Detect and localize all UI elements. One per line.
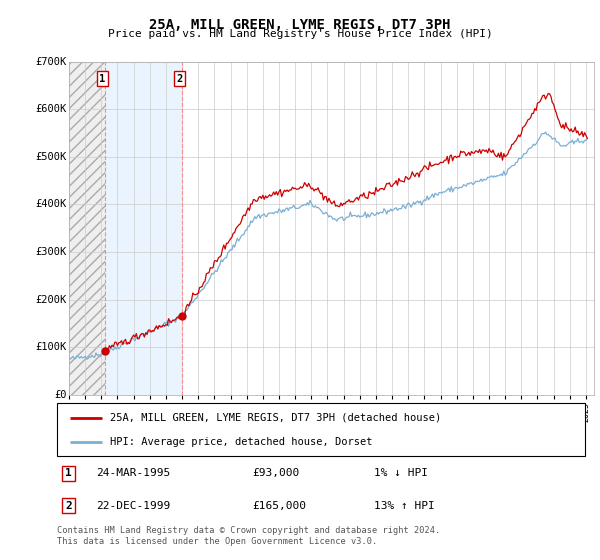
Text: 1: 1 xyxy=(65,468,72,478)
Text: £500K: £500K xyxy=(35,152,67,162)
Text: 13% ↑ HPI: 13% ↑ HPI xyxy=(374,501,434,511)
Text: £93,000: £93,000 xyxy=(253,468,299,478)
Text: £600K: £600K xyxy=(35,104,67,114)
Text: 2: 2 xyxy=(65,501,72,511)
Text: 25A, MILL GREEN, LYME REGIS, DT7 3PH (detached house): 25A, MILL GREEN, LYME REGIS, DT7 3PH (de… xyxy=(110,413,441,423)
Text: 2: 2 xyxy=(176,73,182,83)
Text: £700K: £700K xyxy=(35,57,67,67)
Text: £400K: £400K xyxy=(35,199,67,209)
Text: Contains HM Land Registry data © Crown copyright and database right 2024.
This d: Contains HM Land Registry data © Crown c… xyxy=(57,526,440,546)
Text: £165,000: £165,000 xyxy=(253,501,307,511)
Text: 22-DEC-1999: 22-DEC-1999 xyxy=(97,501,171,511)
Bar xyxy=(69,62,105,395)
Text: HPI: Average price, detached house, Dorset: HPI: Average price, detached house, Dors… xyxy=(110,437,372,447)
Text: 25A, MILL GREEN, LYME REGIS, DT7 3PH: 25A, MILL GREEN, LYME REGIS, DT7 3PH xyxy=(149,18,451,32)
Text: £100K: £100K xyxy=(35,342,67,352)
Text: £200K: £200K xyxy=(35,295,67,305)
Bar xyxy=(105,62,182,395)
Text: Price paid vs. HM Land Registry's House Price Index (HPI): Price paid vs. HM Land Registry's House … xyxy=(107,29,493,39)
Text: £0: £0 xyxy=(54,390,67,400)
Text: £300K: £300K xyxy=(35,247,67,257)
Text: 1% ↓ HPI: 1% ↓ HPI xyxy=(374,468,428,478)
Text: 1: 1 xyxy=(100,73,106,83)
FancyBboxPatch shape xyxy=(57,403,585,456)
Text: 24-MAR-1995: 24-MAR-1995 xyxy=(97,468,171,478)
